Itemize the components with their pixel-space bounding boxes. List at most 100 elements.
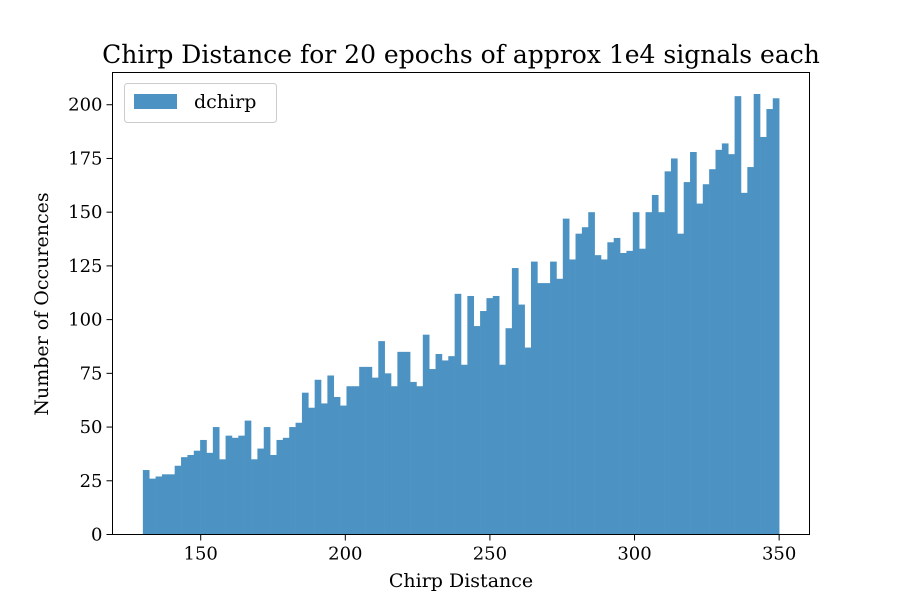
y-tick-label: 200	[68, 95, 102, 116]
histogram-bar	[314, 379, 322, 535]
histogram-bar	[581, 227, 589, 535]
histogram-bar	[301, 392, 309, 535]
x-axis-label: Chirp Distance	[389, 570, 533, 592]
y-tick-label: 50	[80, 417, 103, 438]
histogram-bar	[702, 184, 710, 535]
histogram-bar	[295, 422, 303, 535]
histogram-bar	[403, 351, 411, 535]
histogram-bar	[181, 457, 188, 535]
histogram-bar	[766, 109, 774, 535]
histogram-bar	[168, 474, 175, 535]
histogram-bar	[607, 242, 615, 535]
histogram-bar	[728, 154, 735, 535]
y-tick-label: 25	[80, 471, 103, 492]
histogram-bar	[340, 405, 347, 535]
y-axis-label: Number of Occurences	[31, 192, 53, 415]
chart-title: Chirp Distance for 20 epochs of approx 1…	[102, 40, 820, 69]
histogram-bar	[308, 407, 315, 535]
histogram-bar	[225, 435, 233, 535]
histogram-bar	[327, 375, 335, 535]
x-ticks-group: 150 200 250 300 350	[184, 534, 796, 565]
histogram-bar	[747, 167, 754, 535]
histogram-bar	[219, 459, 226, 535]
histogram-bar	[486, 298, 494, 535]
histogram-bar	[696, 203, 704, 535]
histogram-bar	[518, 304, 525, 535]
histogram-bar	[384, 373, 392, 535]
histogram-bar	[530, 261, 538, 535]
histogram-bar	[371, 377, 379, 535]
histogram-bar	[505, 328, 513, 535]
x-tick-label: 350	[762, 544, 796, 565]
histogram-bar	[257, 448, 265, 535]
histogram-bar	[352, 386, 360, 535]
histogram-bar	[422, 334, 430, 535]
histogram-bar	[473, 326, 481, 535]
histogram-bar	[639, 248, 646, 535]
histogram-bar	[556, 278, 564, 535]
histogram-bar	[435, 353, 443, 535]
histogram-bar	[690, 152, 697, 535]
histogram-bar	[174, 465, 182, 535]
histogram-bar	[378, 341, 385, 535]
histogram-bar	[670, 158, 678, 535]
histogram-bar	[410, 381, 417, 535]
histogram-bar	[600, 259, 608, 535]
histogram-bar	[492, 295, 500, 535]
histogram-bar	[658, 212, 665, 535]
histogram-bar	[740, 192, 748, 535]
histogram-bar	[632, 212, 640, 535]
histogram-bar	[645, 212, 653, 535]
x-tick-label: 300	[617, 544, 651, 565]
y-tick-label: 0	[91, 525, 102, 546]
histogram-bar	[480, 311, 487, 535]
histogram-bar	[155, 476, 163, 535]
histogram-bar	[429, 369, 436, 535]
histogram-bar	[333, 396, 341, 535]
histogram-bar	[499, 364, 506, 535]
y-tick-label: 75	[80, 363, 103, 384]
y-tick-label: 175	[68, 148, 102, 169]
histogram-bar	[524, 347, 532, 535]
histogram-bar	[613, 237, 621, 535]
histogram-bar	[282, 437, 290, 535]
x-tick-label: 150	[184, 544, 218, 565]
histogram-bar	[397, 351, 405, 535]
histogram-bar	[753, 93, 761, 535]
histogram-bar	[734, 96, 742, 535]
histogram-bar	[594, 255, 602, 535]
histogram-bar	[651, 194, 659, 535]
histogram-bar	[543, 283, 551, 535]
histogram-bar	[200, 439, 207, 535]
y-ticks-group: 0 25 50 75 100 125 150 175 200	[68, 95, 113, 546]
histogram-bar	[161, 474, 169, 535]
histogram-bar	[467, 295, 475, 535]
histogram-bar	[276, 439, 284, 535]
histogram-bar	[715, 149, 723, 535]
histogram-bar	[391, 386, 398, 535]
histogram-bar	[187, 454, 195, 535]
x-tick-label: 250	[473, 544, 507, 565]
y-tick-label: 125	[68, 256, 102, 277]
x-tick-label: 200	[328, 544, 362, 565]
histogram-bar	[772, 98, 780, 535]
histogram-bar	[346, 386, 354, 535]
histogram-bar	[620, 253, 627, 535]
y-tick-label: 150	[68, 202, 102, 223]
histogram-bar	[270, 454, 277, 535]
histogram-bar	[251, 459, 258, 535]
histogram-bar	[212, 427, 220, 535]
histogram-bar	[416, 386, 424, 535]
histogram-bar	[550, 261, 557, 535]
histogram-bar	[359, 366, 366, 535]
legend-box	[124, 83, 277, 123]
histogram-bar	[664, 171, 672, 535]
histogram-bar	[454, 293, 462, 535]
histogram-bar	[206, 452, 214, 535]
histogram-bar	[626, 250, 634, 535]
histogram-bar	[588, 212, 595, 535]
histogram-bar	[709, 169, 716, 535]
histogram-bar	[441, 360, 449, 535]
histogram-bar	[721, 143, 729, 535]
